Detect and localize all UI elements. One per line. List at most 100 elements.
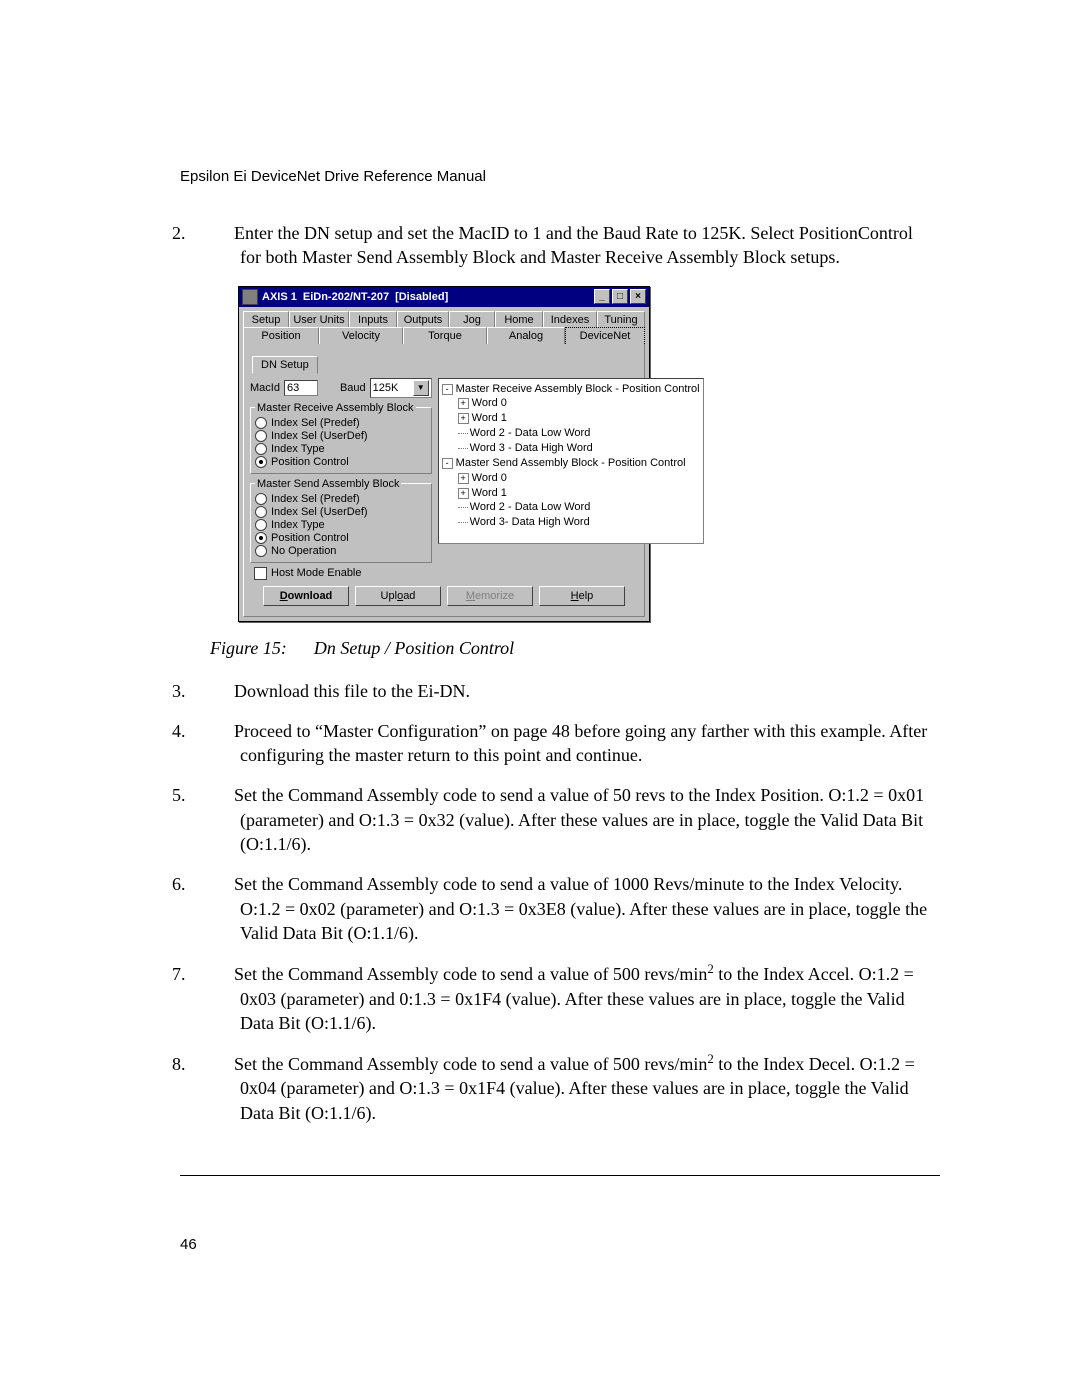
step-2-num: 2.: [206, 221, 234, 245]
tree-row[interactable]: +Word 1: [442, 411, 700, 426]
tabs-row-1: SetupUser UnitsInputsOutputsJogHomeIndex…: [243, 311, 645, 328]
host-mode-checkbox[interactable]: [254, 567, 267, 580]
radio-icon[interactable]: [255, 443, 267, 455]
radio-icon[interactable]: [255, 456, 267, 468]
tab-outputs[interactable]: Outputs: [397, 311, 449, 328]
download-button[interactable]: Download: [263, 586, 349, 606]
tree-row[interactable]: -Master Send Assembly Block - Position C…: [442, 456, 700, 471]
tree-row[interactable]: Word 2 - Data Low Word: [442, 426, 700, 441]
radio-icon[interactable]: [255, 417, 267, 429]
figure-caption: Figure 15: Dn Setup / Position Control: [210, 638, 940, 659]
collapse-icon[interactable]: -: [442, 458, 453, 469]
left-column: MacId 63 Baud 125K ▼ Master Receive Asse…: [250, 378, 432, 580]
title-device: EiDn-202/NT-207: [303, 291, 389, 303]
step-3: 3.Download this file to the Ei-DN.: [240, 679, 940, 703]
maximize-button[interactable]: □: [612, 289, 628, 304]
right-column: -Master Receive Assembly Block - Positio…: [438, 378, 704, 580]
radio-icon[interactable]: [255, 519, 267, 531]
tree-leaf-icon: [458, 507, 468, 508]
tab-inputs[interactable]: Inputs: [349, 311, 397, 328]
chevron-down-icon[interactable]: ▼: [413, 380, 429, 396]
radio-option[interactable]: Position Control: [255, 456, 427, 468]
footer-rule: [180, 1175, 940, 1176]
tabs-row-2: PositionVelocityTorqueAnalogDeviceNet: [243, 327, 645, 344]
expand-icon[interactable]: +: [458, 488, 469, 499]
tree-row[interactable]: Word 3- Data High Word: [442, 515, 700, 530]
expand-icon[interactable]: +: [458, 473, 469, 484]
step-2-text: Enter the DN setup and set the MacID to …: [234, 223, 913, 267]
upload-button[interactable]: Upload: [355, 586, 441, 606]
tab-panel: DN Setup MacId 63 Baud 125K ▼: [243, 343, 645, 617]
baud-select[interactable]: 125K ▼: [370, 378, 432, 398]
sub-tab-row: DN Setup: [252, 356, 638, 374]
radio-option[interactable]: Index Sel (Predef): [255, 493, 427, 505]
radio-option[interactable]: Index Sel (UserDef): [255, 506, 427, 518]
expand-icon[interactable]: +: [458, 398, 469, 409]
tab-setup[interactable]: Setup: [243, 311, 289, 328]
sub-tab-dn-setup[interactable]: DN Setup: [252, 356, 318, 374]
radio-icon[interactable]: [255, 545, 267, 557]
tree-row[interactable]: +Word 1: [442, 486, 700, 501]
tab-position[interactable]: Position: [243, 327, 319, 344]
tab-jog[interactable]: Jog: [449, 311, 495, 328]
step-6: 6.Set the Command Assembly code to send …: [240, 872, 940, 945]
help-button[interactable]: Help: [539, 586, 625, 606]
group-send-legend: Master Send Assembly Block: [255, 478, 401, 490]
radio-icon[interactable]: [255, 430, 267, 442]
step-2: 2.Enter the DN setup and set the MacID t…: [240, 221, 940, 270]
tree-leaf-icon: [458, 522, 468, 523]
baud-value: 125K: [373, 382, 399, 394]
radio-label: Index Sel (UserDef): [271, 430, 368, 442]
tree-label: Master Send Assembly Block - Position Co…: [456, 457, 686, 469]
assembly-tree[interactable]: -Master Receive Assembly Block - Positio…: [438, 378, 704, 544]
radio-option[interactable]: Index Sel (UserDef): [255, 430, 427, 442]
tab-home[interactable]: Home: [495, 311, 543, 328]
window-titlebar: AXIS 1 EiDn-202/NT-207 [Disabled] _ □ ×: [239, 287, 649, 307]
tab-indexes[interactable]: Indexes: [543, 311, 597, 328]
tree-row[interactable]: +Word 0: [442, 396, 700, 411]
radio-icon[interactable]: [255, 506, 267, 518]
radio-label: Index Sel (UserDef): [271, 506, 368, 518]
radio-option[interactable]: Index Type: [255, 519, 427, 531]
radio-option[interactable]: Index Type: [255, 443, 427, 455]
tab-user-units[interactable]: User Units: [289, 311, 349, 328]
step-5: 5.Set the Command Assembly code to send …: [240, 783, 940, 856]
radio-option[interactable]: Position Control: [255, 532, 427, 544]
collapse-icon[interactable]: -: [442, 384, 453, 395]
radio-option[interactable]: No Operation: [255, 545, 427, 557]
baud-label: Baud: [340, 382, 366, 394]
title-status: [Disabled]: [395, 291, 448, 303]
window-body: SetupUser UnitsInputsOutputsJogHomeIndex…: [239, 307, 649, 621]
memorize-button[interactable]: Memorize: [447, 586, 533, 606]
radio-option[interactable]: Index Sel (Predef): [255, 417, 427, 429]
minimize-button[interactable]: _: [594, 289, 610, 304]
tree-row[interactable]: Word 3 - Data High Word: [442, 441, 700, 456]
tab-tuning[interactable]: Tuning: [597, 311, 645, 328]
tree-label: Word 2 - Data Low Word: [470, 501, 591, 513]
tree-label: Word 0: [472, 472, 507, 484]
radio-icon[interactable]: [255, 532, 267, 544]
tree-leaf-icon: [458, 433, 468, 434]
tree-label: Word 0: [472, 397, 507, 409]
tree-label: Word 2 - Data Low Word: [470, 427, 591, 439]
macid-label: MacId: [250, 382, 280, 394]
tree-row[interactable]: +Word 0: [442, 471, 700, 486]
step-8: 8.Set the Command Assembly code to send …: [240, 1051, 940, 1125]
macid-input[interactable]: 63: [284, 380, 318, 396]
close-button[interactable]: ×: [630, 289, 646, 304]
title-axis: AXIS 1: [262, 291, 297, 303]
tree-label: Word 1: [472, 487, 507, 499]
page-header: Epsilon Ei DeviceNet Drive Reference Man…: [180, 168, 940, 185]
radio-icon[interactable]: [255, 493, 267, 505]
button-bar: Download Upload Memorize Help: [250, 580, 638, 610]
tab-devicenet[interactable]: DeviceNet: [565, 327, 645, 344]
figure-text: Dn Setup / Position Control: [314, 638, 514, 658]
tree-leaf-icon: [458, 448, 468, 449]
tab-torque[interactable]: Torque: [403, 327, 487, 344]
tree-row[interactable]: Word 2 - Data Low Word: [442, 500, 700, 515]
tree-row[interactable]: -Master Receive Assembly Block - Positio…: [442, 382, 700, 397]
tab-analog[interactable]: Analog: [487, 327, 565, 344]
tab-velocity[interactable]: Velocity: [319, 327, 403, 344]
expand-icon[interactable]: +: [458, 413, 469, 424]
step-7: 7.Set the Command Assembly code to send …: [240, 961, 940, 1035]
